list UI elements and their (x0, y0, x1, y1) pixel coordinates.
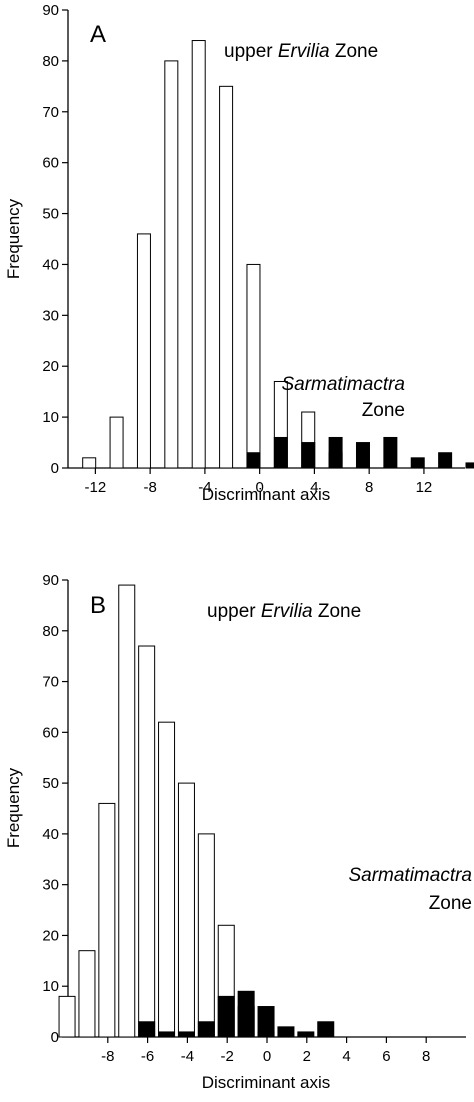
x-tick-label: -2 (221, 1048, 234, 1065)
bar-filled (465, 462, 474, 469)
annotation-part: upper (207, 601, 261, 622)
y-axis-title: Frequency (4, 767, 23, 848)
x-tick-label: -4 (181, 1048, 194, 1065)
y-tick-label: 50 (42, 775, 59, 792)
bar-filled (257, 1006, 275, 1038)
annotation-sarmatimactra: Sarmatimactra (348, 865, 472, 886)
y-tick-label: 40 (42, 826, 59, 843)
bar-open (58, 995, 76, 1038)
bar-open (136, 233, 151, 469)
bar-filled (317, 1021, 335, 1038)
bar-open (78, 950, 96, 1038)
bar-filled (197, 1021, 215, 1038)
bar-filled (158, 1031, 176, 1038)
x-axis-title: Discriminant axis (202, 485, 330, 504)
y-tick-label: 20 (42, 358, 59, 375)
chart-a: 0 10 20 30 40 50 60 70 80 90 -12 -8 -4 0 4 8 12 A Frequenc… (4, 2, 474, 504)
bar-filled (237, 990, 255, 1038)
x-tick-label: -12 (85, 479, 107, 496)
y-tick-label: 60 (42, 724, 59, 741)
bar-filled (438, 452, 453, 469)
x-tick-label: -8 (143, 479, 156, 496)
x-tick-label: 0 (255, 479, 263, 496)
bar-filled (217, 995, 235, 1038)
bar-filled (297, 1031, 315, 1038)
annotation-part: Zone (330, 41, 379, 62)
y-tick-label: 70 (42, 674, 59, 691)
bar-open (109, 416, 124, 469)
x-tick-label: -4 (198, 479, 211, 496)
bar-open (246, 263, 261, 469)
bar-filled (177, 1031, 195, 1038)
annotation-ervilia: upper Ervilia Zone (224, 41, 378, 62)
y-tick-label: 80 (42, 623, 59, 640)
x-tick-label: 6 (382, 1048, 390, 1065)
y-tick-label: 30 (42, 307, 59, 324)
bar-open (164, 60, 179, 469)
y-tick-label: 40 (42, 256, 59, 273)
y-tick-label: 90 (42, 2, 59, 19)
panel-letter: A (90, 21, 106, 48)
x-tick-label: 2 (303, 1048, 311, 1065)
x-tick-label: 0 (263, 1048, 271, 1065)
x-tick-label: -8 (101, 1048, 114, 1065)
bar-filled (355, 442, 370, 469)
bar-open (219, 85, 234, 469)
annotation-part: upper (224, 41, 278, 62)
bar-open (158, 721, 176, 1038)
x-tick-label: 8 (422, 1048, 430, 1065)
annotation-part: Ervilia (261, 601, 313, 622)
x-tick-label: 8 (365, 479, 373, 496)
bar-filled (410, 457, 425, 469)
bar-open (177, 782, 195, 1038)
bar-open (138, 645, 156, 1038)
bar-filled (246, 452, 261, 469)
annotation-ervilia: upper Ervilia Zone (207, 601, 361, 622)
y-tick-label: 0 (51, 460, 59, 477)
y-tick-label: 90 (42, 572, 59, 589)
bar-open (118, 584, 136, 1038)
panel-letter: B (90, 592, 106, 619)
bar-open (98, 802, 116, 1038)
x-axis-title: Discriminant axis (202, 1073, 330, 1092)
y-axis-title: Frequency (4, 198, 23, 279)
x-tick-label: -6 (141, 1048, 154, 1065)
bar-open (191, 40, 206, 469)
chart-b: 0 10 20 30 40 50 60 70 80 90 -8 -6 -4 -2 0 2 4 6 8 B Frequen… (4, 572, 472, 1092)
bar-filled (383, 436, 398, 469)
y-tick-label: 50 (42, 206, 59, 223)
bar-filled (277, 1026, 295, 1038)
annotation-zone: Zone (429, 893, 472, 914)
annotation-part: Ervilia (278, 41, 330, 62)
y-tick-label: 70 (42, 104, 59, 121)
x-tick-label: 4 (342, 1048, 350, 1065)
annotation-zone: Zone (362, 400, 405, 421)
x-tick-label: 4 (310, 479, 318, 496)
bar-filled (328, 436, 343, 469)
y-tick-label: 10 (42, 409, 59, 426)
annotation-part: Zone (313, 601, 362, 622)
y-tick-label: 0 (51, 1029, 59, 1046)
bar-open (82, 457, 97, 469)
bar-open (197, 833, 215, 1038)
annotation-sarmatimactra: Sarmatimactra (281, 374, 405, 395)
bar-filled (138, 1021, 156, 1038)
y-tick-label: 10 (42, 978, 59, 995)
y-tick-label: 60 (42, 155, 59, 172)
y-tick-label: 30 (42, 877, 59, 894)
y-tick-label: 20 (42, 927, 59, 944)
x-tick-label: 12 (416, 479, 433, 496)
bar-filled (273, 436, 288, 469)
y-tick-label: 80 (42, 53, 59, 70)
bar-filled (301, 442, 316, 469)
